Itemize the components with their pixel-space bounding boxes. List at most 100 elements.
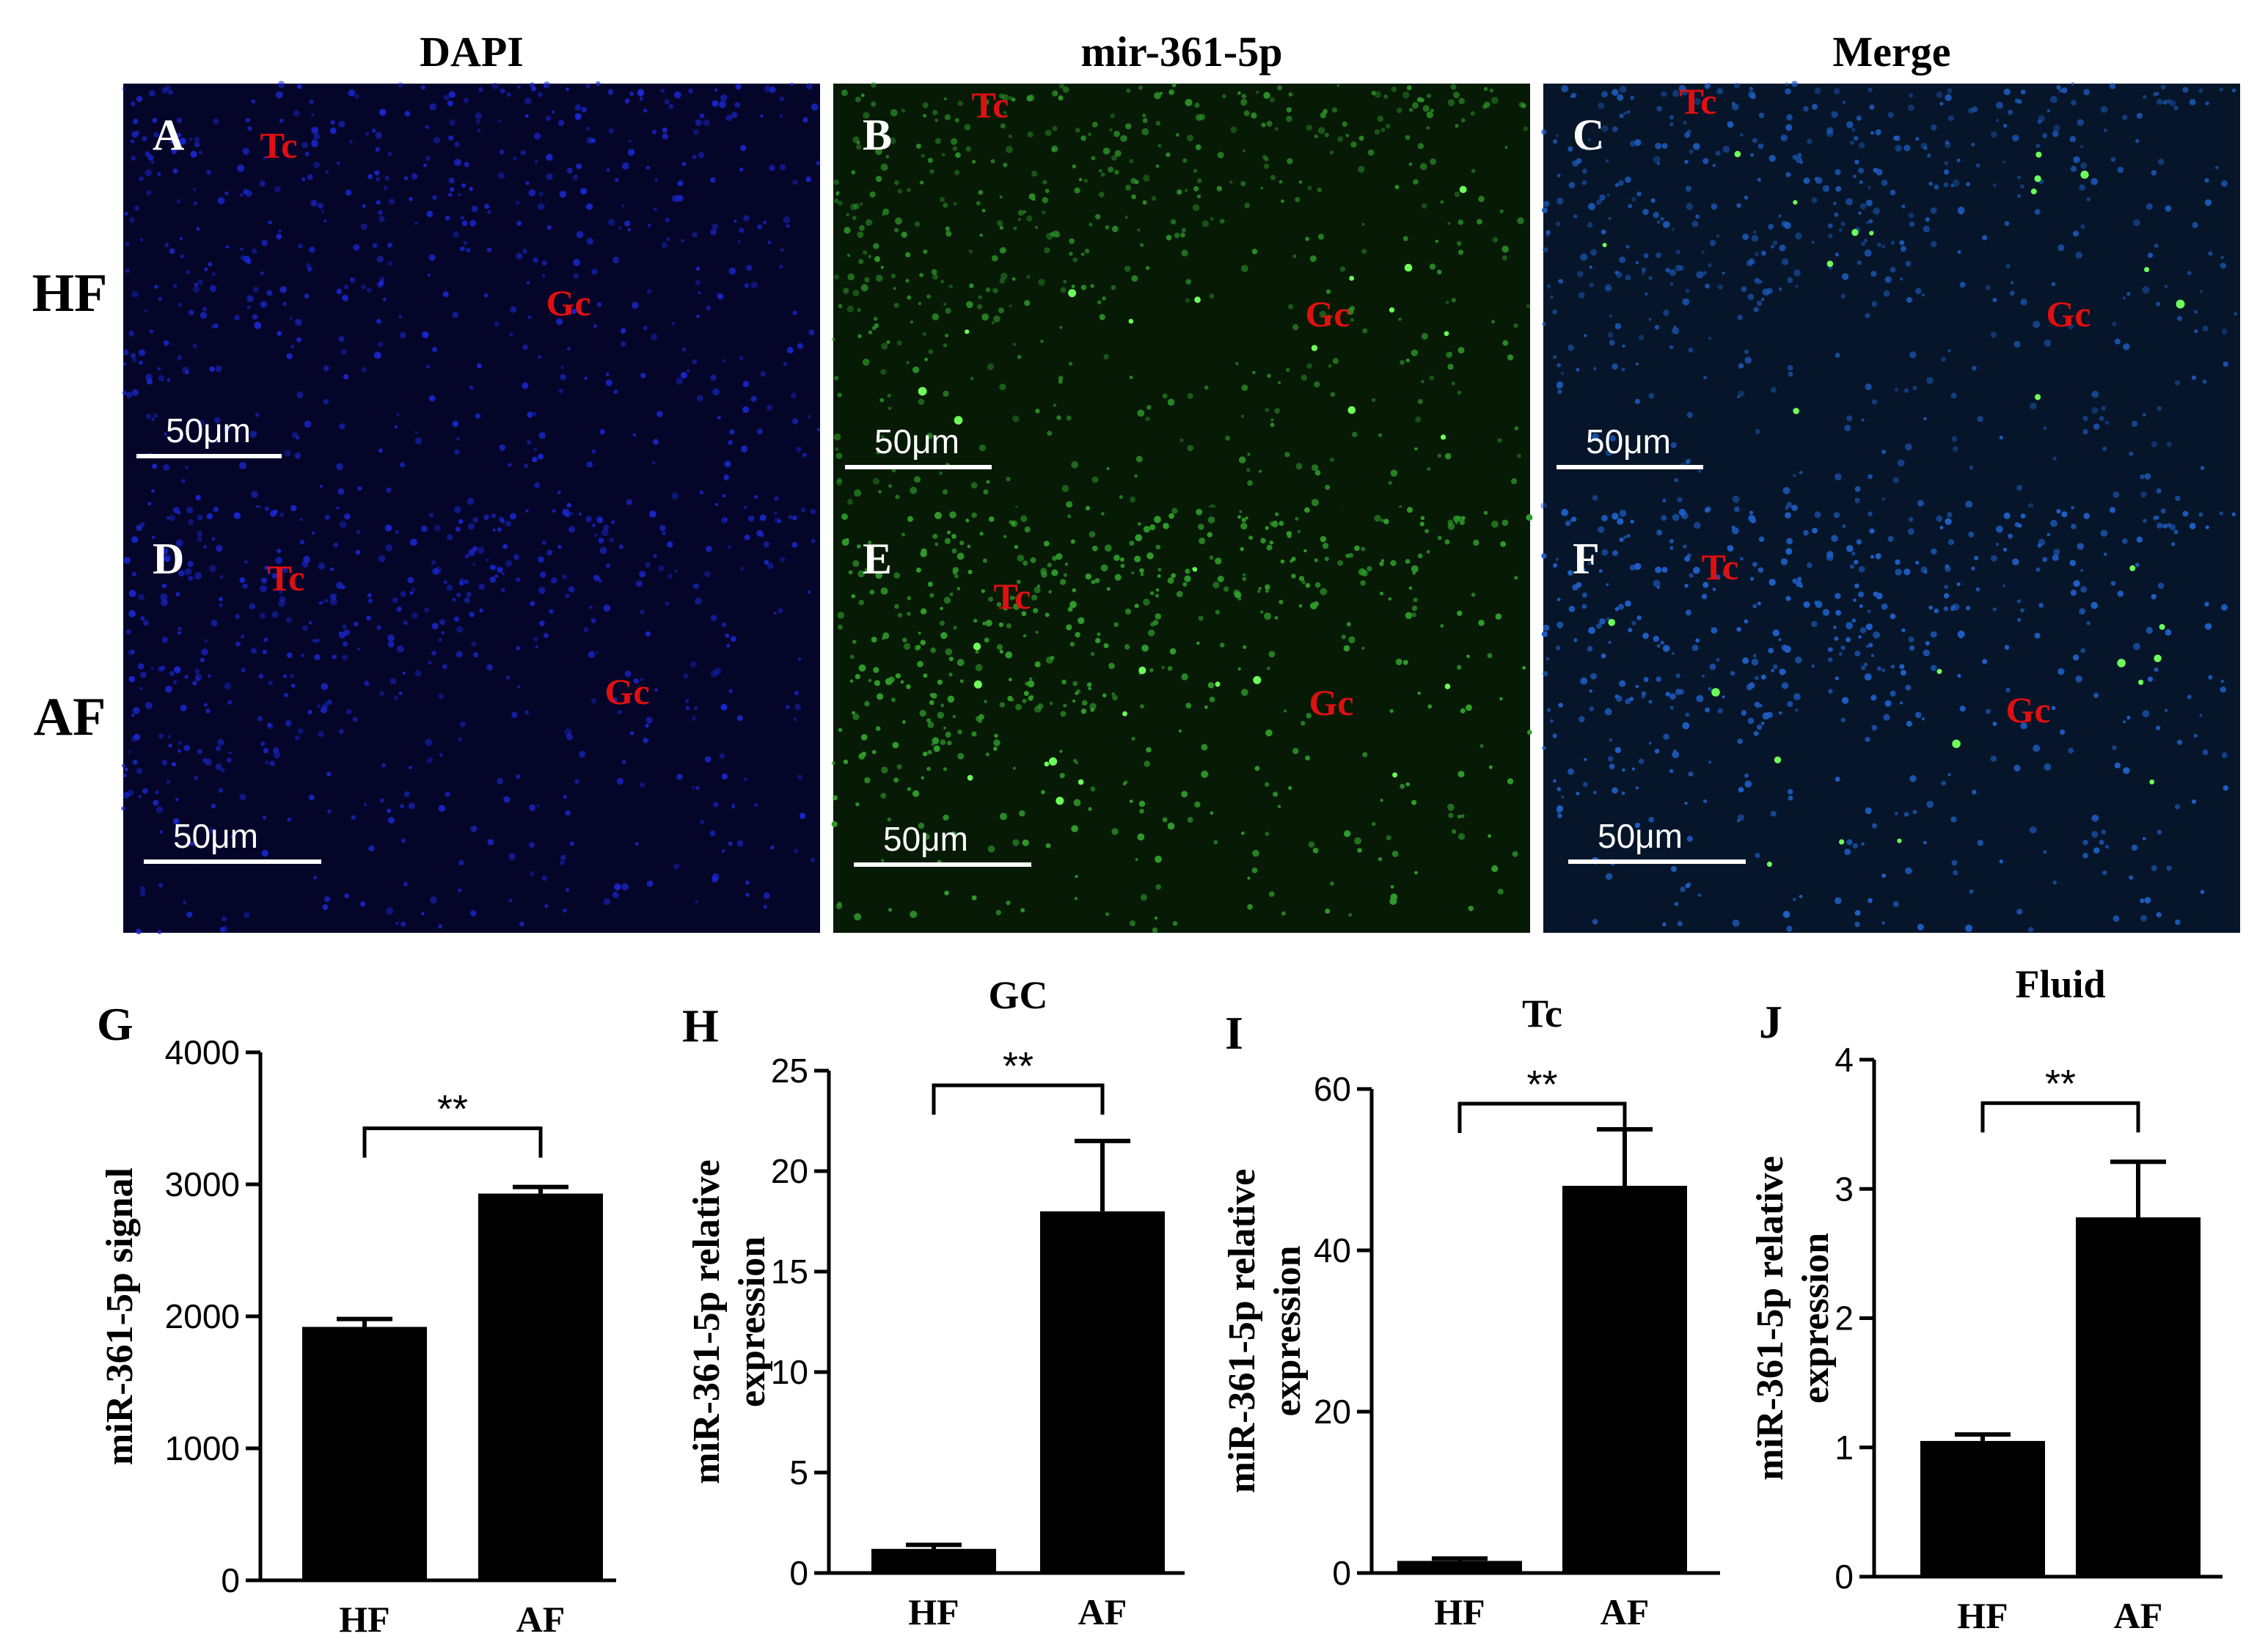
- bar-hf: [1920, 1440, 2045, 1577]
- significance-bracket: **: [362, 1088, 543, 1158]
- chart-J: J Fluid 0 1 2 3 4 miR-361-5p relative expression…: [1749, 962, 2223, 1636]
- column-header-1: mir-361-5p: [1081, 28, 1283, 76]
- x-tick-label: AF: [516, 1599, 566, 1640]
- micrograph-A: A Tc Gc 50μm: [122, 81, 821, 512]
- svg-text:miR-361-5p relative: miR-361-5p relative: [1749, 1156, 1791, 1480]
- scale-bar-label: 50μm: [166, 411, 251, 450]
- scale-bar: [1568, 859, 1746, 864]
- x-tick-label: HF: [1957, 1595, 2008, 1636]
- region-label-gc: Gc: [1305, 293, 1350, 334]
- x-tick-label: HF: [908, 1591, 959, 1632]
- chart-title: Fluid: [2015, 962, 2105, 1006]
- y-tick-label: 60: [1314, 1070, 1351, 1108]
- micrograph-B: B Tc Gc 50μm: [831, 81, 1530, 512]
- micrograph-grid: DAPI mir-361-5p Merge HF AF A Tc Gc 50μm B Tc Gc 50μ…: [32, 28, 2240, 934]
- chart-title: GC: [989, 973, 1048, 1017]
- y-tick-label: 1: [1834, 1429, 1854, 1467]
- y-axis-label: miR-361-5p relative expression: [686, 1159, 773, 1484]
- scale-bar: [144, 859, 321, 864]
- svg-text:expression: expression: [731, 1236, 773, 1407]
- y-tick-label: 15: [771, 1253, 808, 1291]
- region-label-tc: Tc: [972, 84, 1009, 125]
- chart-G: G 0 1000 2000 3000 4000 miR-361-5p signal HF AF *…: [97, 998, 616, 1640]
- y-tick-label: 20: [771, 1152, 808, 1190]
- chart-I: I Tc 0 20 40 60 miR-361-5p relative expression H…: [1221, 991, 1720, 1632]
- scale-bar: [1556, 465, 1703, 469]
- svg-text:miR-361-5p signal: miR-361-5p signal: [99, 1167, 141, 1465]
- panel-letter-E: E: [863, 535, 892, 583]
- svg-text:expression: expression: [1267, 1245, 1309, 1416]
- region-label-tc: Tc: [1680, 81, 1717, 122]
- region-label-gc: Gc: [2046, 293, 2090, 334]
- column-header-0: DAPI: [420, 28, 524, 76]
- bar-af: [478, 1193, 603, 1580]
- x-tick-label: AF: [2114, 1595, 2163, 1636]
- scale-bar-label: 50μm: [1586, 422, 1671, 461]
- y-tick-label: 2: [1834, 1299, 1854, 1338]
- y-axis-label: miR-361-5p relative expression: [1749, 1156, 1837, 1480]
- scale-bar: [136, 454, 282, 458]
- chart-panel-letter: G: [97, 998, 133, 1050]
- column-header-2: Merge: [1833, 28, 1951, 76]
- bar-af: [2076, 1217, 2201, 1577]
- scale-bar-label: 50μm: [874, 422, 959, 461]
- region-label-gc: Gc: [546, 282, 590, 323]
- significance-bracket: **: [932, 1044, 1105, 1115]
- region-label-gc: Gc: [2005, 689, 2050, 730]
- x-tick-label: HF: [339, 1599, 389, 1640]
- y-tick-label: 25: [771, 1052, 808, 1090]
- y-tick-label: 40: [1314, 1231, 1351, 1269]
- scale-bar: [845, 465, 992, 469]
- x-tick-label: AF: [1601, 1591, 1650, 1632]
- svg-text:miR-361-5p relative: miR-361-5p relative: [686, 1159, 728, 1484]
- x-tick-label: HF: [1434, 1591, 1485, 1632]
- region-label-tc: Tc: [1702, 546, 1739, 587]
- y-tick-label: 2000: [165, 1297, 240, 1335]
- y-tick-label: 1000: [165, 1429, 240, 1467]
- micrograph-E: E Tc Gc 50μm: [831, 505, 1533, 934]
- chart-panel-letter: H: [682, 1000, 719, 1052]
- y-tick-label: 3: [1834, 1170, 1854, 1208]
- significance-bracket: **: [1457, 1063, 1627, 1133]
- chart-panel-letter: I: [1225, 1007, 1243, 1059]
- svg-text:expression: expression: [1795, 1233, 1837, 1404]
- bar-hf: [302, 1327, 427, 1580]
- panel-letter-C: C: [1573, 111, 1604, 159]
- micrograph-F: F Tc Gc 50μm: [1541, 505, 2240, 933]
- y-tick-label: 20: [1314, 1393, 1351, 1431]
- micrograph-C: C Tc Gc 50μm: [1540, 81, 2240, 510]
- bar-af: [1040, 1211, 1165, 1573]
- y-tick-label: 3000: [165, 1165, 240, 1203]
- y-tick-label: 10: [771, 1353, 808, 1391]
- scale-bar: [854, 862, 1031, 867]
- row-header-0: HF: [32, 263, 108, 323]
- chart-H: H GC 0 5 10 15 20 25 miR-361-5p relative expressi…: [682, 973, 1185, 1632]
- svg-text:miR-361-5p relative: miR-361-5p relative: [1221, 1169, 1263, 1493]
- bar-hf: [871, 1549, 996, 1573]
- y-axis-label: miR-361-5p signal: [99, 1167, 141, 1465]
- region-label-tc: Tc: [260, 125, 298, 166]
- y-tick-label: 0: [1834, 1558, 1854, 1596]
- y-tick-label: 0: [221, 1561, 240, 1599]
- micrograph-D: D Tc Gc 50μm: [121, 505, 820, 934]
- panel-letter-A: A: [153, 111, 184, 159]
- region-label-gc: Gc: [604, 671, 649, 712]
- y-tick-label: 0: [789, 1554, 808, 1592]
- region-label-tc: Tc: [994, 576, 1031, 617]
- scale-bar-label: 50μm: [883, 820, 968, 858]
- y-tick-label: 5: [789, 1453, 808, 1492]
- significance-marker: **: [437, 1088, 468, 1132]
- y-tick-label: 4: [1834, 1041, 1854, 1079]
- y-tick-label: 0: [1332, 1554, 1351, 1592]
- y-axis-label: miR-361-5p relative expression: [1221, 1169, 1309, 1493]
- row-header-1: AF: [34, 687, 106, 747]
- scale-bar-label: 50μm: [1598, 817, 1683, 855]
- region-label-gc: Gc: [1309, 682, 1353, 723]
- panel-letter-F: F: [1573, 535, 1600, 583]
- significance-bracket: **: [1980, 1062, 2140, 1133]
- significance-marker: **: [2045, 1062, 2076, 1106]
- significance-marker: **: [1003, 1044, 1034, 1088]
- x-tick-label: AF: [1078, 1591, 1127, 1632]
